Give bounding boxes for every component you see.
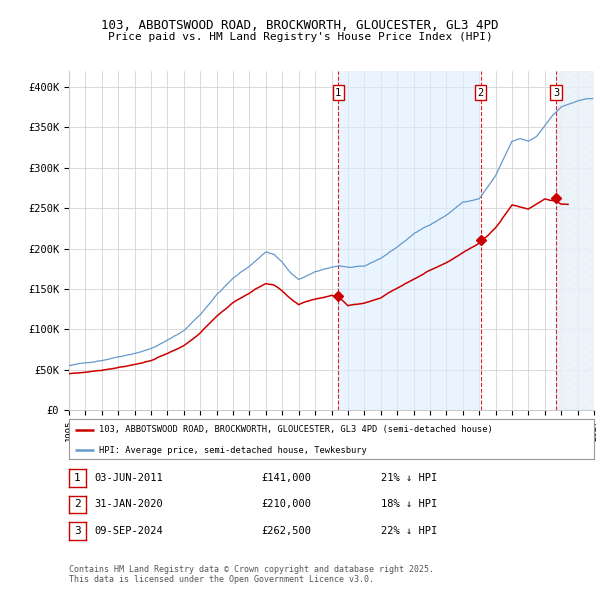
- Text: 2: 2: [478, 88, 484, 98]
- Text: 103, ABBOTSWOOD ROAD, BROCKWORTH, GLOUCESTER, GL3 4PD: 103, ABBOTSWOOD ROAD, BROCKWORTH, GLOUCE…: [101, 19, 499, 32]
- Text: 3: 3: [74, 526, 81, 536]
- Text: 21% ↓ HPI: 21% ↓ HPI: [381, 473, 437, 483]
- Text: £210,000: £210,000: [261, 500, 311, 509]
- Text: Contains HM Land Registry data © Crown copyright and database right 2025.
This d: Contains HM Land Registry data © Crown c…: [69, 565, 434, 584]
- Text: Price paid vs. HM Land Registry's House Price Index (HPI): Price paid vs. HM Land Registry's House …: [107, 32, 493, 42]
- Text: HPI: Average price, semi-detached house, Tewkesbury: HPI: Average price, semi-detached house,…: [100, 445, 367, 455]
- Text: 1: 1: [335, 88, 341, 98]
- Text: 09-SEP-2024: 09-SEP-2024: [95, 526, 164, 536]
- Text: 3: 3: [553, 88, 559, 98]
- Text: £262,500: £262,500: [261, 526, 311, 536]
- Text: 2: 2: [74, 500, 81, 509]
- Text: 103, ABBOTSWOOD ROAD, BROCKWORTH, GLOUCESTER, GL3 4PD (semi-detached house): 103, ABBOTSWOOD ROAD, BROCKWORTH, GLOUCE…: [100, 425, 493, 434]
- Text: 03-JUN-2011: 03-JUN-2011: [95, 473, 164, 483]
- Text: 22% ↓ HPI: 22% ↓ HPI: [381, 526, 437, 536]
- Bar: [556, 71, 594, 410]
- Text: £141,000: £141,000: [261, 473, 311, 483]
- Text: 1: 1: [74, 473, 81, 483]
- Text: 18% ↓ HPI: 18% ↓ HPI: [381, 500, 437, 509]
- Bar: [338, 71, 481, 410]
- Text: 31-JAN-2020: 31-JAN-2020: [95, 500, 164, 509]
